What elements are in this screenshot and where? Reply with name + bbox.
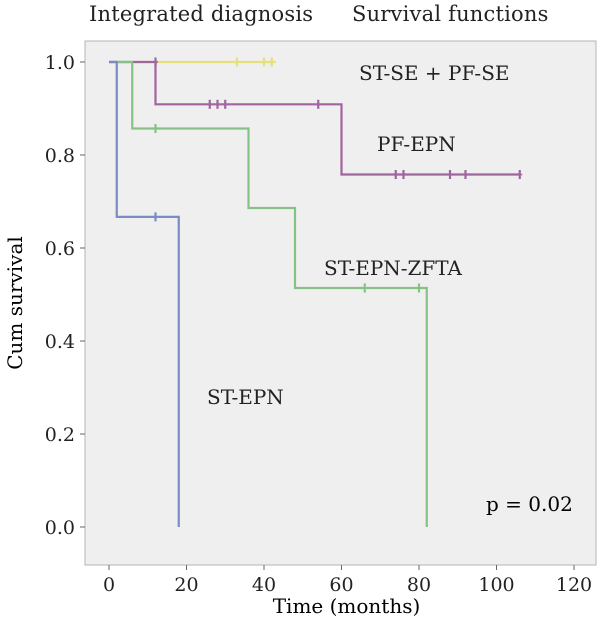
series-line-st-epn [109,60,180,527]
x-tick-label: 20 [174,574,198,596]
x-tick-label: 0 [103,574,115,596]
series-label: ST-EPN-ZFTA [324,256,463,280]
y-tick-label: 0.8 [45,145,75,167]
y-tick-label: 0.4 [45,331,75,353]
header-integrated-diagnosis: Integrated diagnosis [89,2,314,26]
x-tick-label: 60 [329,574,353,596]
x-tick-label: 80 [407,574,431,596]
series-line-st-epn-zfta [109,60,428,527]
x-axis-title: Time (months) [273,594,421,618]
y-tick-label: 0.6 [45,238,75,260]
header-survival-functions: Survival functions [352,2,549,26]
series-label: ST-EPN [207,385,284,409]
series-label: PF-EPN [377,132,456,156]
y-tick-label: 0.0 [45,517,75,539]
p-value-annotation: p = 0.02 [486,492,573,516]
x-tick-label: 100 [478,574,514,596]
y-axis-title: Cum survival [3,236,27,370]
series-line-pf-epn [109,60,520,176]
y-tick-label: 1.0 [45,52,75,74]
y-tick-label: 0.2 [45,424,75,446]
x-tick-label: 120 [556,574,592,596]
x-tick-label: 40 [252,574,276,596]
series-label: ST-SE + PF-SE [359,61,510,85]
